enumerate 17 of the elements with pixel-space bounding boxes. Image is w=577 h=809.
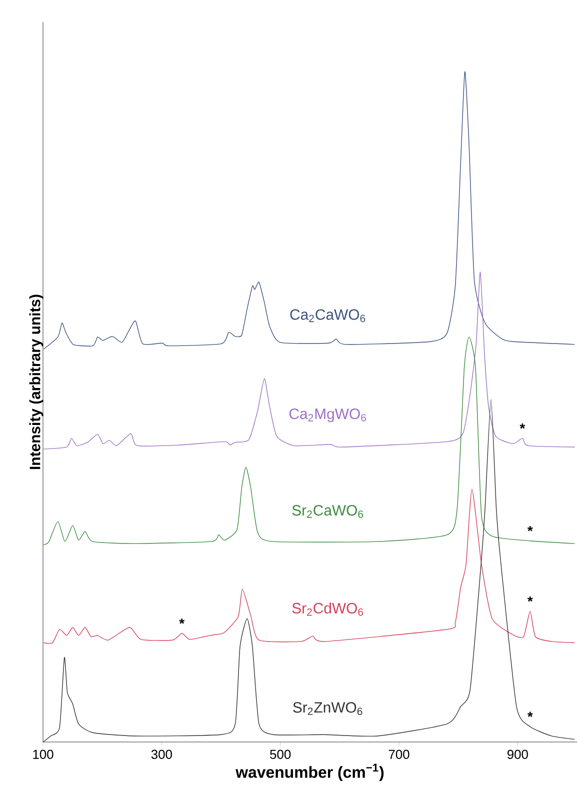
series-label: Sr$_{2}$CaWO$_{6}$ [292, 505, 363, 518]
series-label: Sr$_{2}$CdWO$_{6}$ [292, 602, 363, 616]
annotation: * [527, 712, 533, 717]
annotation: * [527, 526, 533, 532]
series-label: Ca$_{2}$MgWO$_{6}$ [289, 408, 366, 422]
x-tick-label: 900 [507, 750, 528, 759]
annotation: * [179, 618, 184, 624]
x-tick-label: 700 [388, 750, 410, 759]
annotation: * [527, 596, 533, 602]
y-axis-title: Intensity (arbitrary units) [29, 294, 44, 470]
series-label: Ca$_{2}$CaWO$_{6}$ [290, 309, 366, 322]
x-tick-label: 300 [151, 750, 172, 759]
x-axis-title: wavenumber (cm$^{−1}$) [235, 764, 384, 782]
x-tick-label: 100 [33, 750, 54, 759]
annotation: * [520, 424, 526, 429]
x-tick-label: 500 [270, 750, 291, 759]
series-label: Sr$_{2}$ZnWO$_{6}$ [293, 702, 362, 716]
